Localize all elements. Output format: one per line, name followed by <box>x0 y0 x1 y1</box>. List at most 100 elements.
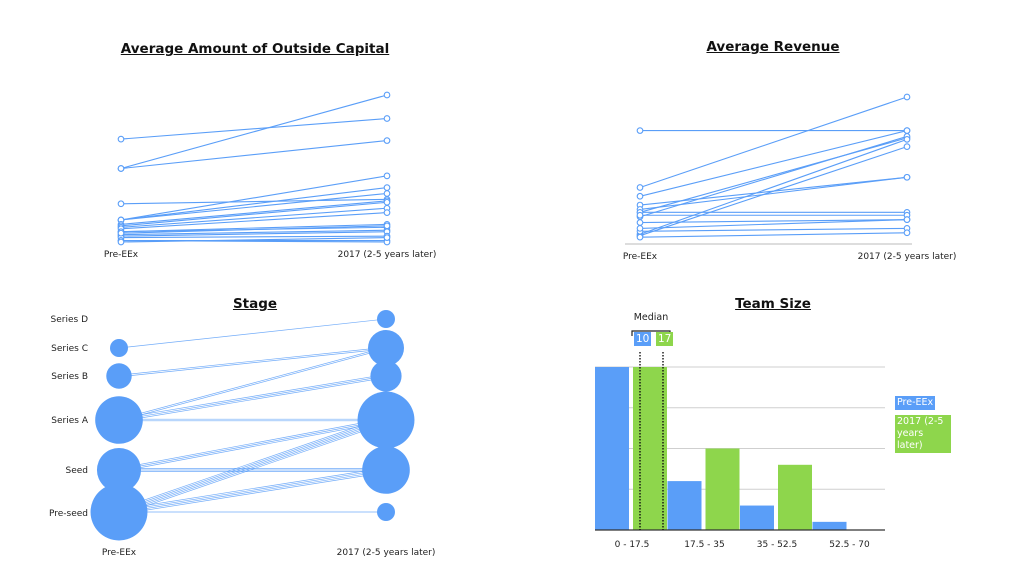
stage-flow-line <box>118 472 387 515</box>
slope-line <box>639 138 908 235</box>
stage-flow-line <box>118 419 387 471</box>
slope-point <box>383 234 391 241</box>
slope-line <box>120 201 388 227</box>
stage-flow-line <box>118 374 387 419</box>
stage-label: Series C <box>51 344 88 354</box>
slope-point <box>636 219 644 226</box>
stage-post-bubble <box>377 310 395 328</box>
slope-point <box>383 209 391 216</box>
slope-line <box>120 225 388 234</box>
stage-label: Pre-seed <box>49 509 88 519</box>
slope-point <box>636 192 644 200</box>
slope-line <box>120 229 388 236</box>
stage-pre-bubble <box>96 447 142 493</box>
bar-pre <box>667 481 702 530</box>
stage-post-bubble <box>377 503 395 521</box>
stage-flow-line <box>118 348 387 378</box>
slope-point <box>117 238 125 246</box>
median-label: Median <box>633 312 669 323</box>
stage-post-bubble <box>370 360 402 392</box>
slope-point <box>636 225 644 232</box>
x-tick-label: 0 - 17.5 <box>615 540 650 550</box>
stage-flow-line <box>118 419 387 513</box>
slope-line <box>120 198 388 205</box>
slope-point <box>636 127 644 134</box>
x-tick-label: 2017 (2-5 years later) <box>337 548 436 558</box>
stage-pre-bubble <box>95 396 143 444</box>
slope-line <box>120 212 388 230</box>
slope-line <box>639 130 908 197</box>
x-tick-label: 2017 (2-5 years later) <box>338 250 437 260</box>
team-size-title: Team Size <box>735 296 811 312</box>
stage-post-bubble <box>368 330 404 366</box>
stage-label: Seed <box>66 466 89 476</box>
x-tick-label: Pre-EEx <box>623 252 658 262</box>
stage-flow-line <box>118 346 387 420</box>
slope-line <box>120 94 388 170</box>
stage-pre-bubble <box>90 483 148 541</box>
slope-point <box>383 184 391 191</box>
stage-flow-line <box>118 418 387 469</box>
x-tick-label: 52.5 - 70 <box>829 540 870 550</box>
revenue-title: Average Revenue <box>706 39 840 55</box>
slope-point <box>383 198 391 206</box>
stage-flow-line <box>118 470 387 514</box>
slope-point <box>383 115 391 122</box>
stage-label: Series A <box>51 416 89 426</box>
bar-post <box>705 448 740 530</box>
stage-flow-line <box>118 348 387 422</box>
slope-point <box>903 135 911 143</box>
stage-flow-line <box>118 467 387 510</box>
slope-line <box>639 219 908 224</box>
slope-line <box>120 207 388 228</box>
slope-line <box>639 135 908 218</box>
median-pre: 10 <box>634 332 652 346</box>
stage-flow-line <box>118 421 387 472</box>
stage-flow-line <box>118 468 387 512</box>
slope-point <box>903 216 911 223</box>
slope-line <box>120 200 388 225</box>
stage-flow-line <box>118 418 387 511</box>
stage-flow-line <box>118 318 387 349</box>
stage-flow-line <box>118 375 387 421</box>
stage-flow-line <box>118 377 387 422</box>
slope-point <box>117 229 125 237</box>
legend-pre-eex: Pre-EEx <box>895 396 936 410</box>
slope-point <box>903 229 911 237</box>
x-tick-label: Pre-EEx <box>104 250 139 260</box>
x-tick-label: 35 - 52.5 <box>757 540 797 550</box>
slope-line <box>120 237 388 243</box>
stage-flow-line <box>118 422 387 516</box>
stage-label: Series D <box>51 315 89 325</box>
slope-point <box>383 91 391 99</box>
bar-post <box>778 464 812 530</box>
bar-pre <box>740 505 774 530</box>
stage-flow-line <box>118 416 387 510</box>
stage-flow-line <box>118 346 387 376</box>
slope-line <box>120 231 388 237</box>
slope-point <box>383 190 391 197</box>
bar-pre <box>812 521 847 530</box>
slope-point <box>117 165 125 172</box>
slope-point <box>383 137 391 144</box>
x-tick-label: 2017 (2-5 years later) <box>858 252 957 262</box>
slope-line <box>639 176 908 210</box>
stage-title: Stage <box>232 296 278 312</box>
slope-line <box>120 187 388 221</box>
slope-line <box>639 146 908 237</box>
slope-line <box>639 227 908 232</box>
x-tick-label: 17.5 - 35 <box>684 540 724 550</box>
slope-line <box>120 192 388 221</box>
stage-post-bubble <box>357 391 415 449</box>
legend-2017: 2017 (2-5 years later) <box>895 415 951 453</box>
slope-point <box>636 211 644 219</box>
slope-point <box>903 127 911 134</box>
bar-post <box>633 367 667 530</box>
slope-point <box>903 143 911 150</box>
stage-label: Series B <box>51 372 88 382</box>
x-tick-label: Pre-EEx <box>102 548 137 558</box>
slope-line <box>639 232 908 238</box>
stage-pre-bubble <box>110 339 128 357</box>
slope-point <box>383 222 391 230</box>
